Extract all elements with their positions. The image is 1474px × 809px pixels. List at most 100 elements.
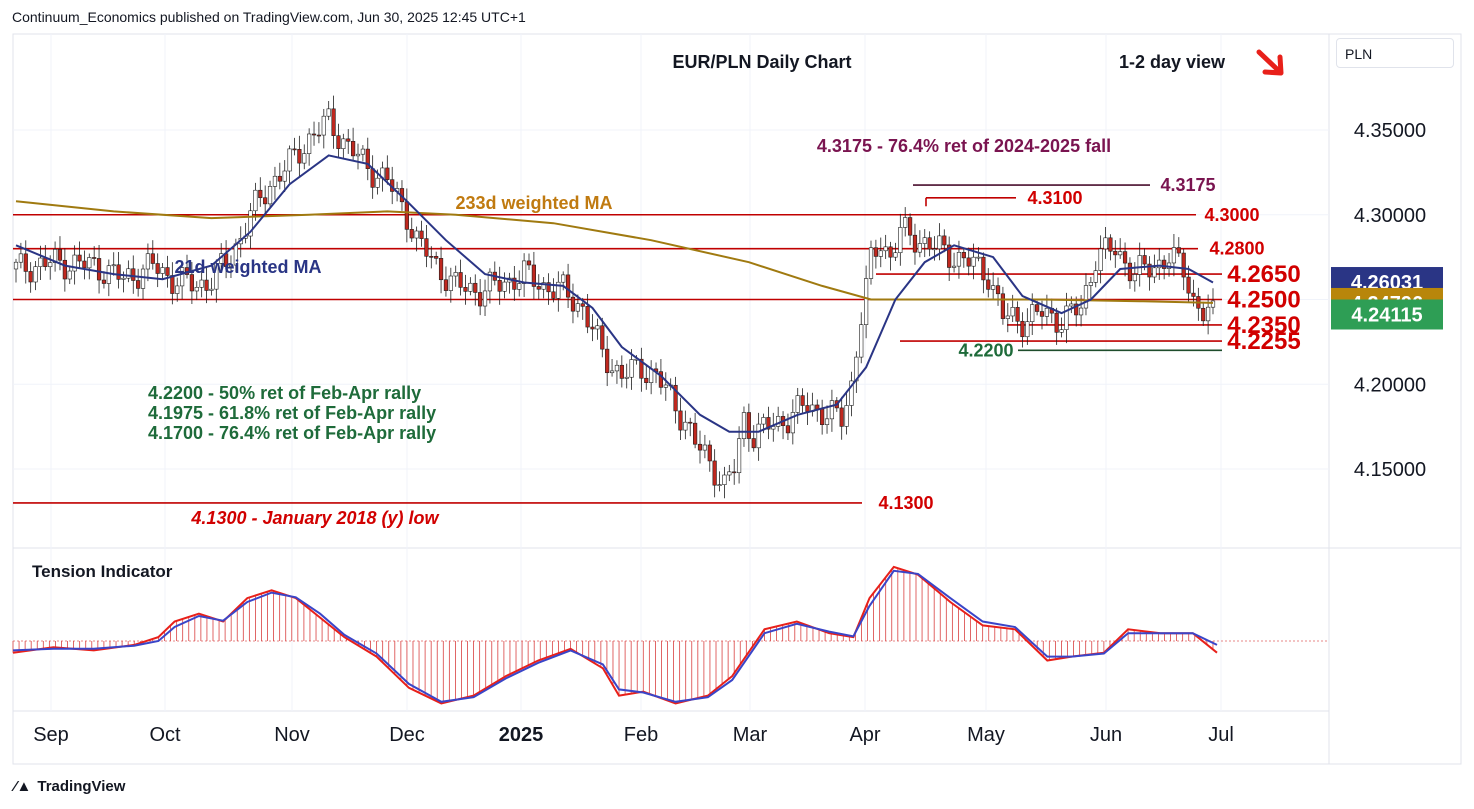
candle-body — [375, 177, 380, 188]
time-tick-label: Dec — [389, 724, 425, 746]
candle-body — [297, 148, 302, 164]
candle-body — [121, 277, 126, 280]
candle-body — [849, 380, 854, 406]
level-label: 4.2500 — [1227, 287, 1300, 314]
candle-body — [1020, 320, 1025, 338]
candle-body — [688, 421, 693, 424]
candle-body — [873, 247, 878, 257]
candle-body — [106, 265, 111, 284]
level-label: 4.2800 — [1209, 239, 1264, 259]
candle-body — [478, 292, 483, 307]
candle-body — [1088, 282, 1093, 286]
candle-body — [1142, 255, 1147, 265]
candle-body — [829, 400, 835, 420]
candle-body — [546, 282, 551, 293]
candle-body — [77, 254, 82, 262]
candle-body — [883, 246, 888, 252]
candle-body — [580, 303, 585, 307]
candle-body — [150, 253, 155, 264]
candle-body — [175, 285, 180, 294]
candle-body — [1176, 247, 1181, 254]
main-pane-border — [12, 33, 1462, 765]
candle-body — [1210, 300, 1216, 308]
candle-body — [619, 364, 624, 379]
candle-body — [48, 262, 53, 268]
candle-body — [732, 471, 737, 474]
candle-body — [170, 275, 175, 294]
candle-body — [922, 237, 927, 244]
candle-body — [1010, 307, 1015, 317]
candle-body — [1093, 270, 1098, 283]
publisher-header: Continuum_Economics published on Trading… — [12, 9, 526, 25]
candle-body — [434, 256, 439, 259]
candle-body — [932, 248, 937, 251]
candle-body — [1132, 274, 1137, 282]
candle-body — [893, 252, 898, 258]
candle-body — [907, 217, 913, 236]
candle-body — [561, 274, 566, 283]
rally-annotation-2: 4.1975 - 61.8% ret of Feb-Apr rally — [148, 403, 436, 423]
candle-body — [585, 306, 590, 328]
currency-selector[interactable]: PLN — [1336, 38, 1454, 68]
rally-annotation-3: 4.1700 - 76.4% ret of Feb-Apr rally — [148, 423, 436, 443]
candle-body — [624, 376, 629, 379]
candle-body — [536, 286, 541, 290]
candle-body — [947, 244, 952, 268]
candle-body — [145, 253, 151, 270]
candle-body — [986, 279, 991, 290]
low-annotation: 4.1300 - January 2018 (y) low — [190, 508, 439, 528]
candle-body — [28, 271, 33, 283]
rally-annotation-1: 4.2200 - 50% ret of Feb-Apr rally — [148, 383, 421, 403]
candle-body — [903, 217, 908, 228]
ma233-annotation: 233d weighted MA — [455, 193, 612, 213]
tradingview-logo-icon: ⁄▲ — [14, 778, 32, 795]
chart-title: EUR/PLN Daily Chart — [672, 52, 851, 72]
candle-body — [96, 258, 102, 281]
candle-body — [424, 238, 429, 257]
candle-body — [214, 263, 219, 290]
candle-body — [482, 290, 488, 307]
candle-body — [956, 252, 962, 267]
candle-body — [917, 243, 922, 253]
candle-body — [346, 138, 351, 142]
candle-body — [790, 412, 795, 434]
candle-body — [267, 186, 273, 205]
candle-body — [263, 197, 268, 205]
candle-body — [443, 279, 449, 291]
candle-body — [663, 384, 668, 388]
candle-body — [463, 287, 468, 292]
candle-body — [1035, 304, 1040, 312]
candle-body — [1201, 307, 1206, 322]
candle-body — [570, 296, 576, 312]
candle-body — [693, 422, 698, 445]
candle-body — [1162, 259, 1167, 269]
candle-body — [609, 370, 615, 374]
candle-body — [336, 135, 341, 149]
candle-body — [551, 291, 556, 299]
candle-body — [991, 285, 996, 290]
level-label: 4.1300 — [878, 493, 933, 513]
candle-body — [321, 115, 326, 136]
candle-body — [1083, 285, 1089, 309]
candle-body — [116, 264, 121, 280]
candle-body — [1059, 329, 1064, 333]
candle-body — [92, 257, 97, 259]
candle-body — [995, 285, 1001, 295]
candle-body — [409, 229, 414, 239]
candle-body — [165, 267, 170, 276]
level-label: 4.2350 — [1227, 312, 1300, 339]
price-tick-label: 4.20000 — [1354, 374, 1426, 396]
candle-body — [649, 368, 654, 383]
candle-body — [1103, 237, 1108, 250]
indicator-title: Tension Indicator — [32, 562, 173, 581]
candle-body — [72, 254, 77, 272]
candle-body — [736, 438, 742, 474]
candle-body — [302, 153, 307, 164]
time-tick-label: 2025 — [499, 724, 544, 746]
candle-body — [678, 410, 683, 431]
price-tick-label: 4.15000 — [1354, 459, 1426, 481]
candle-body — [370, 168, 375, 188]
candle-body — [1152, 267, 1157, 278]
candle-body — [487, 271, 493, 292]
candle-body — [365, 148, 370, 169]
